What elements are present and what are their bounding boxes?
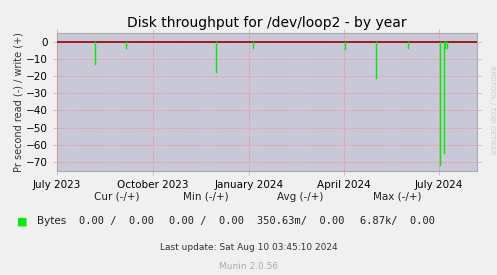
Title: Disk throughput for /dev/loop2 - by year: Disk throughput for /dev/loop2 - by year: [127, 16, 407, 31]
Text: 350.63m/  0.00: 350.63m/ 0.00: [257, 216, 344, 226]
Text: Avg (-/+): Avg (-/+): [277, 192, 324, 202]
Text: RRDTOOL / TOBI OETIKER: RRDTOOL / TOBI OETIKER: [489, 66, 495, 154]
Text: Min (-/+): Min (-/+): [183, 192, 229, 202]
Text: ■: ■: [17, 216, 28, 226]
Text: Munin 2.0.56: Munin 2.0.56: [219, 262, 278, 271]
Y-axis label: Pr second read (-) / write (+): Pr second read (-) / write (+): [13, 32, 23, 172]
Text: Max (-/+): Max (-/+): [373, 192, 422, 202]
Text: 0.00 /  0.00: 0.00 / 0.00: [169, 216, 244, 226]
Text: 0.00 /  0.00: 0.00 / 0.00: [80, 216, 154, 226]
Text: Cur (-/+): Cur (-/+): [94, 192, 140, 202]
Text: Last update: Sat Aug 10 03:45:10 2024: Last update: Sat Aug 10 03:45:10 2024: [160, 243, 337, 252]
Text: 6.87k/  0.00: 6.87k/ 0.00: [360, 216, 435, 226]
Text: Bytes: Bytes: [37, 216, 67, 226]
